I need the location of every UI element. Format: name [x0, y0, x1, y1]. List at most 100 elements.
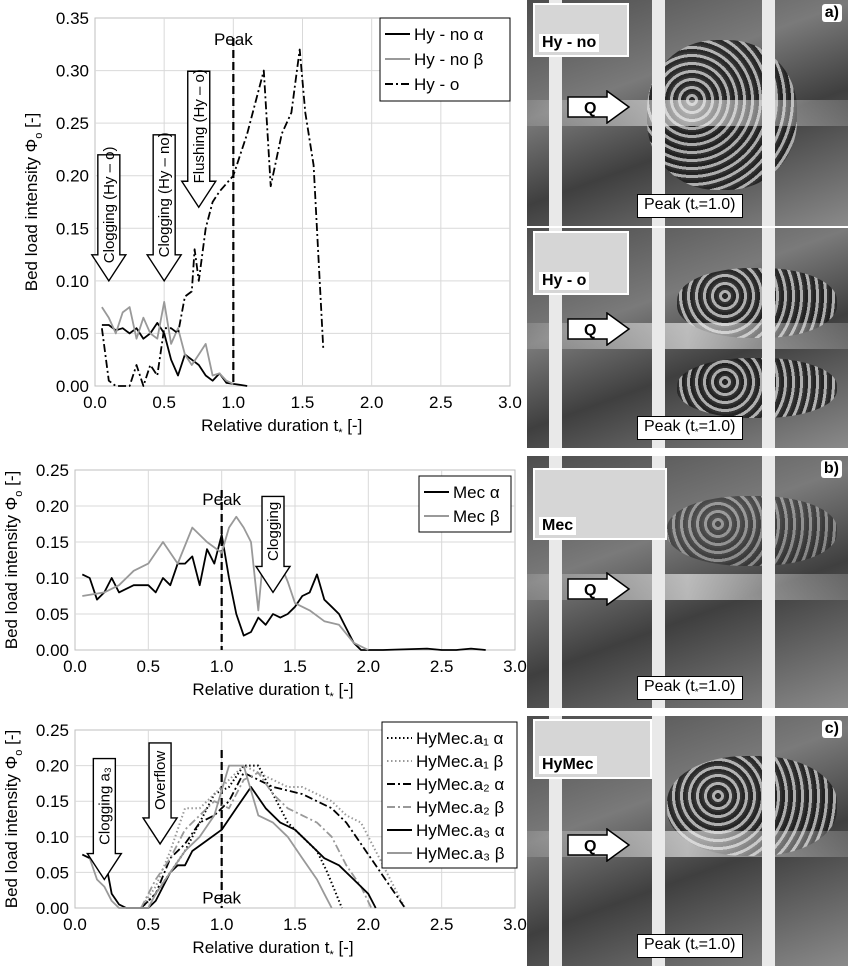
annotation-arrow: Clogging	[254, 495, 292, 594]
x-tick-label: 2.0	[357, 915, 381, 934]
flow-arrow-icon: Q	[567, 90, 631, 124]
y-tick-label: 0.00	[56, 377, 89, 396]
y-tick-label: 0.25	[36, 721, 69, 740]
arrow-shape	[254, 495, 292, 594]
series-line	[140, 771, 373, 909]
chart-1: 0.00 0.05 0.10 0.15 0.20 0.25 0.30 0.35 0.0 0.5 1.…	[22, 9, 522, 439]
x-tick-label: 0.5	[152, 393, 176, 412]
x-tick-label: 0.5	[137, 915, 161, 934]
y-tick-label: 0.00	[36, 899, 69, 918]
annotation-label: Clogging	[265, 502, 282, 561]
y-axis-label: Bed load intensity Φo [-]	[2, 730, 25, 908]
y-tick-label: 0.20	[56, 167, 89, 186]
legend-label: HyMec.a₁ α	[416, 729, 504, 748]
y-tick-label: 0.05	[56, 324, 89, 343]
photo-panel-c-hymec: HyMec c) Q Peak (t*=1.0)	[527, 716, 848, 966]
annotation-arrow: Overflow	[141, 742, 179, 846]
x-tick-label: 2.5	[430, 657, 454, 676]
arrow-shape	[145, 134, 183, 283]
x-tick-label: 0.0	[63, 657, 87, 676]
series-line	[101, 48, 325, 387]
x-tick-label: 1.5	[291, 393, 315, 412]
y-axis-label: Bed load intensity Φo [-]	[22, 113, 45, 291]
panel-tag: c)	[821, 720, 842, 738]
legend-label: HyMec.a₂ β	[416, 798, 504, 817]
series-line	[101, 300, 234, 385]
y-tick-label: 0.30	[56, 62, 89, 81]
photo-panel-a-hy-no: Hy - no a) Q Peak (t*=1.0)	[527, 0, 848, 226]
x-tick-label: 0.0	[63, 915, 87, 934]
y-tick-label: 0.25	[56, 114, 89, 133]
charts-canvas: 0.00 0.05 0.10 0.15 0.20 0.25 0.30 0.35 0.0 0.5 1.…	[2, 9, 527, 961]
legend-box	[381, 721, 518, 869]
series-line	[82, 515, 369, 651]
y-tick-label: 0.10	[36, 569, 69, 588]
legend-label: Hy - o	[414, 75, 459, 94]
x-axis-label: Relative duration t* [-]	[192, 938, 353, 961]
x-axis-label: Relative duration t* [-]	[201, 416, 362, 439]
annotation-label: Clogging (Hy – o)	[101, 146, 118, 263]
y-tick-label: 0.10	[36, 828, 69, 847]
y-tick-label: 0.20	[36, 757, 69, 776]
inset-label: Hy - o	[539, 272, 590, 290]
annotation-arrow: Clogging a₃	[86, 757, 123, 881]
panel-tag: b)	[820, 460, 842, 478]
annotation-label: Flushing (Hy – o)	[191, 69, 208, 183]
series-line	[81, 533, 486, 651]
flow-label: Q	[584, 838, 596, 855]
peak-label: Peak	[202, 490, 241, 509]
inset-photo: Hy - no	[533, 3, 629, 57]
x-tick-label: 2.0	[357, 657, 381, 676]
x-tick-label: 3.0	[498, 393, 522, 412]
y-tick-label: 0.15	[36, 533, 69, 552]
annotation-label: Overflow	[152, 751, 169, 810]
legend-label: Mec α	[453, 483, 500, 502]
chart-2: 0.00 0.05 0.10 0.15 0.20 0.25 0.0 0.5 1.0 1.5 2.0 2…	[2, 461, 527, 703]
x-tick-label: 1.5	[283, 657, 307, 676]
legend-box	[418, 475, 512, 533]
photo-panel-a-hy-o: Hy - o Q Peak (t*=1.0)	[527, 228, 848, 448]
flow-label: Q	[584, 582, 596, 599]
panel-tag: a)	[821, 4, 842, 22]
legend-label: HyMec.a₁ β	[416, 752, 504, 771]
inset-label: Hy - no	[539, 34, 600, 52]
x-tick-label: 0.0	[83, 393, 107, 412]
peak-caption: Peak (t*=1.0)	[637, 933, 743, 958]
legend-label: Mec β	[453, 507, 500, 526]
legend-label: Hy - no β	[414, 50, 484, 69]
x-tick-label: 1.0	[210, 915, 234, 934]
y-tick-label: 0.15	[36, 792, 69, 811]
legend-label: HyMec.a₃ α	[416, 821, 505, 840]
x-tick-label: 1.0	[210, 657, 234, 676]
inset-label: Mec	[539, 517, 577, 535]
flow-arrow-icon: Q	[567, 828, 631, 862]
peak-label: Peak	[214, 30, 253, 49]
y-tick-label: 0.35	[56, 9, 89, 28]
annotation-arrow: Flushing (Hy – o)	[180, 69, 218, 209]
arrow-shape	[90, 154, 128, 283]
y-axis-label: Bed load intensity Φo [-]	[2, 471, 25, 649]
arrow-shape	[180, 70, 218, 209]
peak-caption: Peak (t*=1.0)	[637, 193, 743, 218]
x-tick-label: 0.5	[137, 657, 161, 676]
peak-label: Peak	[202, 888, 241, 907]
x-tick-label: 2.5	[429, 393, 453, 412]
series-line	[140, 771, 406, 909]
x-axis-label: Relative duration t* [-]	[192, 680, 353, 703]
inset-photo: Hy - o	[533, 231, 629, 295]
annotation-label: Clogging (Hy – no)	[156, 132, 173, 257]
flow-arrow-icon: Q	[567, 572, 631, 606]
inset-photo: HyMec	[533, 719, 652, 779]
y-tick-label: 0.20	[36, 497, 69, 516]
flow-label: Q	[584, 100, 596, 117]
legend-label: Hy - no α	[414, 25, 484, 44]
y-tick-label: 0.00	[36, 641, 69, 660]
inset-photo: Mec	[533, 468, 667, 540]
inset-label: HyMec	[539, 756, 597, 774]
y-tick-label: 0.05	[36, 863, 69, 882]
x-tick-label: 3.0	[503, 915, 527, 934]
arrow-shape	[86, 757, 123, 881]
series-line	[81, 786, 377, 909]
legend-label: HyMec.a₂ α	[416, 775, 504, 794]
y-tick-label: 0.15	[56, 219, 89, 238]
